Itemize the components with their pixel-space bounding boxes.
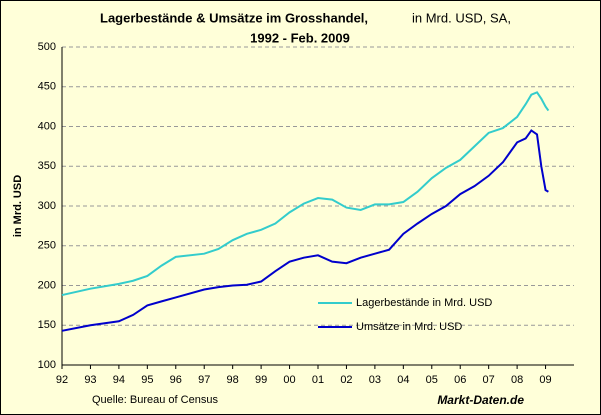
source: Quelle: Bureau of Census bbox=[92, 394, 218, 406]
y-axis-label: in Mrd. USD bbox=[12, 175, 24, 237]
x-tick-label: 03 bbox=[369, 374, 381, 386]
x-tick-label: 06 bbox=[454, 374, 466, 386]
y-tick-label: 300 bbox=[38, 200, 56, 212]
line-series bbox=[61, 129, 549, 332]
x-tick-label: 99 bbox=[255, 374, 267, 386]
x-tick-label: 94 bbox=[113, 374, 125, 386]
x-tick-label: 07 bbox=[483, 374, 495, 386]
watermark: Markt-Daten.de bbox=[437, 393, 524, 407]
y-tick-label: 150 bbox=[38, 319, 56, 331]
y-tick-label: 450 bbox=[38, 81, 56, 93]
x-tick-label: 93 bbox=[84, 374, 96, 386]
line-series bbox=[61, 91, 550, 297]
y-tick-label: 400 bbox=[38, 120, 56, 132]
x-tick-label: 02 bbox=[340, 374, 352, 386]
legend-label: Umsätze in Mrd. USD bbox=[356, 321, 462, 333]
y-tick-label: 200 bbox=[38, 279, 56, 291]
y-tick-label: 250 bbox=[38, 240, 56, 252]
x-tick-label: 92 bbox=[56, 374, 68, 386]
x-tick-label: 09 bbox=[539, 374, 551, 386]
chart-subtitle: in Mrd. USD, SA, bbox=[412, 10, 511, 25]
chart-title-line2: 1992 - Feb. 2009 bbox=[250, 30, 350, 45]
x-tick-label: 01 bbox=[312, 374, 324, 386]
x-tick-label: 95 bbox=[141, 374, 153, 386]
x-tick-label: 04 bbox=[397, 374, 409, 386]
chart-title: Lagerbestände & Umsätze im Grosshandel, bbox=[100, 10, 368, 25]
legend-label: Lagerbestände in Mrd. USD bbox=[356, 297, 492, 309]
x-tick-label: 00 bbox=[283, 374, 295, 386]
x-tick-label: 97 bbox=[198, 374, 210, 386]
y-tick-label: 350 bbox=[38, 160, 56, 172]
y-tick-label: 500 bbox=[38, 41, 56, 53]
x-tick-label: 96 bbox=[170, 374, 182, 386]
y-tick-label: 100 bbox=[38, 359, 56, 371]
x-tick-label: 98 bbox=[227, 374, 239, 386]
x-tick-label: 05 bbox=[426, 374, 438, 386]
x-tick-label: 08 bbox=[511, 374, 523, 386]
